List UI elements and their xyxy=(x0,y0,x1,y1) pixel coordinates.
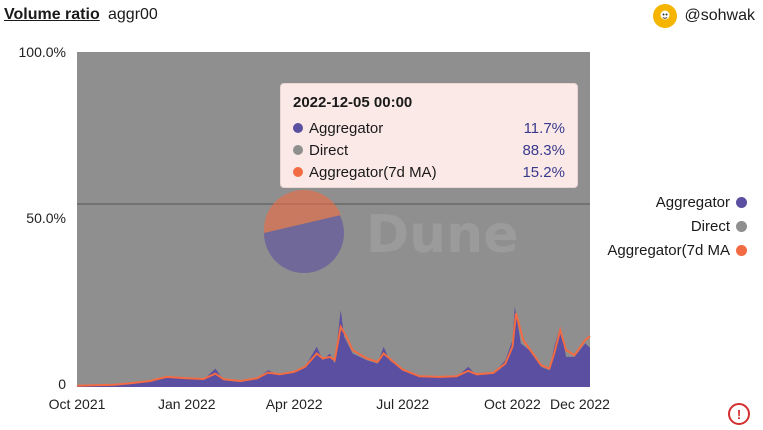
hover-tooltip: 2022-12-05 00:00 Aggregator 11.7% Direct… xyxy=(280,83,578,188)
aggregator-dot xyxy=(293,123,303,133)
author-name[interactable]: @sohwak xyxy=(684,7,756,24)
tooltip-label: Aggregator(7d MA) xyxy=(309,163,437,181)
legend-item-direct[interactable]: Direct xyxy=(607,214,747,238)
aggregator-dot xyxy=(736,196,747,208)
watermark-text: Dune xyxy=(366,205,518,265)
x-tick-label: Jul 2022 xyxy=(376,396,429,412)
author-badge[interactable]: @sohwak xyxy=(652,4,756,28)
x-tick-label: Jan 2022 xyxy=(158,396,216,412)
tooltip-label: Direct xyxy=(309,141,349,159)
tooltip-value: 11.7% xyxy=(523,119,565,137)
legend-label: Direct xyxy=(690,217,730,235)
warning-icon[interactable]: ! xyxy=(728,403,750,425)
sohwak-avatar-icon xyxy=(652,4,677,28)
legend-item-ma[interactable]: Aggregator(7d MA xyxy=(607,238,747,262)
chart-title[interactable]: Volume ratio xyxy=(4,6,100,23)
chart-legend: Aggregator Direct Aggregator(7d MA xyxy=(607,190,747,262)
x-axis-ticks: Oct 2021 Jan 2022 Apr 2022 Jul 2022 Oct 2022… xyxy=(49,396,611,412)
y-tick-label: 0 xyxy=(58,376,66,392)
y-tick-label: 100.0% xyxy=(19,44,66,60)
ma-dot xyxy=(293,167,303,177)
tooltip-date: 2022-12-05 00:00 xyxy=(293,94,413,111)
direct-dot xyxy=(736,220,747,232)
aggregator-area xyxy=(77,306,590,387)
x-tick-label: Oct 2021 xyxy=(49,396,106,412)
tooltip-row-aggregator: Aggregator 11.7% xyxy=(293,117,565,139)
tooltip-row-direct: Direct 88.3% xyxy=(293,139,565,161)
x-tick-label: Dec 2022 xyxy=(550,396,610,412)
direct-dot xyxy=(293,145,303,155)
x-tick-label: Oct 2022 xyxy=(484,396,541,412)
tooltip-row-ma: Aggregator(7d MA) 15.2% xyxy=(293,161,565,183)
legend-item-aggregator[interactable]: Aggregator xyxy=(607,190,747,214)
legend-label: Aggregator(7d MA xyxy=(607,241,730,259)
y-tick-label: 50.0% xyxy=(26,210,66,226)
legend-label: Aggregator xyxy=(655,193,730,211)
tooltip-value: 88.3% xyxy=(522,141,565,159)
chart-subtitle: aggr00 xyxy=(108,6,158,23)
x-tick-label: Apr 2022 xyxy=(266,396,323,412)
tooltip-label: Aggregator xyxy=(309,119,384,137)
ma-dot xyxy=(736,244,747,256)
dune-watermark: Dune xyxy=(263,189,518,273)
tooltip-value: 15.2% xyxy=(522,163,565,181)
aggregator-7d-ma-line xyxy=(76,313,591,387)
